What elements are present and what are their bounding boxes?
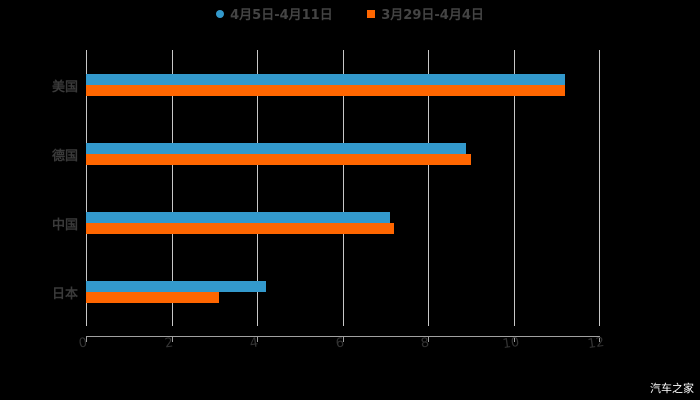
gridline	[428, 50, 429, 326]
category-label: 美国	[51, 79, 78, 95]
gridline	[172, 50, 173, 326]
bar-series-2[interactable]	[86, 222, 394, 234]
x-tick-label: 4	[248, 335, 260, 352]
x-tick-label: 8	[419, 335, 431, 352]
x-tick	[343, 336, 344, 342]
x-tick-label: 12	[586, 334, 606, 353]
bar-series-1[interactable]	[86, 211, 390, 223]
legend-item-series-2[interactable]: 3月29日-4月4日	[367, 4, 484, 23]
gridline	[599, 50, 600, 326]
bar-series-1[interactable]	[86, 280, 266, 292]
category-label: 中国	[51, 217, 78, 233]
bar-series-1[interactable]	[86, 142, 467, 154]
bar-series-2[interactable]	[86, 84, 565, 96]
gridline	[514, 50, 515, 326]
x-tick	[428, 336, 429, 342]
legend-label: 4月5日-4月11日	[230, 8, 333, 23]
x-tick-label: 10	[501, 334, 521, 353]
bar-series-1[interactable]	[86, 73, 565, 85]
x-tick-label: 2	[163, 335, 175, 352]
bar-series-2[interactable]	[86, 153, 471, 165]
y-axis-line	[86, 50, 87, 326]
chart-legend: 4月5日-4月11日 3月29日-4月4日	[0, 4, 700, 23]
x-tick	[514, 336, 515, 342]
x-tick	[172, 336, 173, 342]
x-tick-label: 6	[334, 335, 346, 352]
category-label: 德国	[51, 148, 78, 164]
legend-label: 3月29日-4月4日	[381, 8, 484, 23]
x-tick-label: 0	[77, 335, 89, 352]
legend-swatch-orange-icon	[367, 9, 376, 18]
x-tick	[257, 336, 258, 342]
plot-area	[86, 50, 600, 326]
watermark: 汽车之家	[650, 382, 694, 395]
legend-swatch-blue-icon	[216, 9, 225, 18]
x-tick	[86, 336, 87, 342]
x-tick	[599, 336, 600, 342]
gridline	[343, 50, 344, 326]
gridline	[257, 50, 258, 326]
category-label: 日本	[51, 286, 78, 302]
legend-item-series-1[interactable]: 4月5日-4月11日	[216, 4, 333, 23]
bar-series-2[interactable]	[86, 291, 219, 303]
